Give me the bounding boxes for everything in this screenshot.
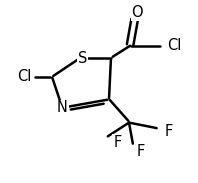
Text: Cl: Cl (17, 69, 31, 84)
Text: F: F (113, 135, 121, 150)
Text: N: N (57, 100, 68, 115)
Text: Cl: Cl (167, 38, 181, 53)
Text: F: F (164, 124, 173, 139)
Text: S: S (78, 51, 87, 66)
Text: F: F (137, 144, 145, 159)
Text: O: O (132, 5, 143, 20)
